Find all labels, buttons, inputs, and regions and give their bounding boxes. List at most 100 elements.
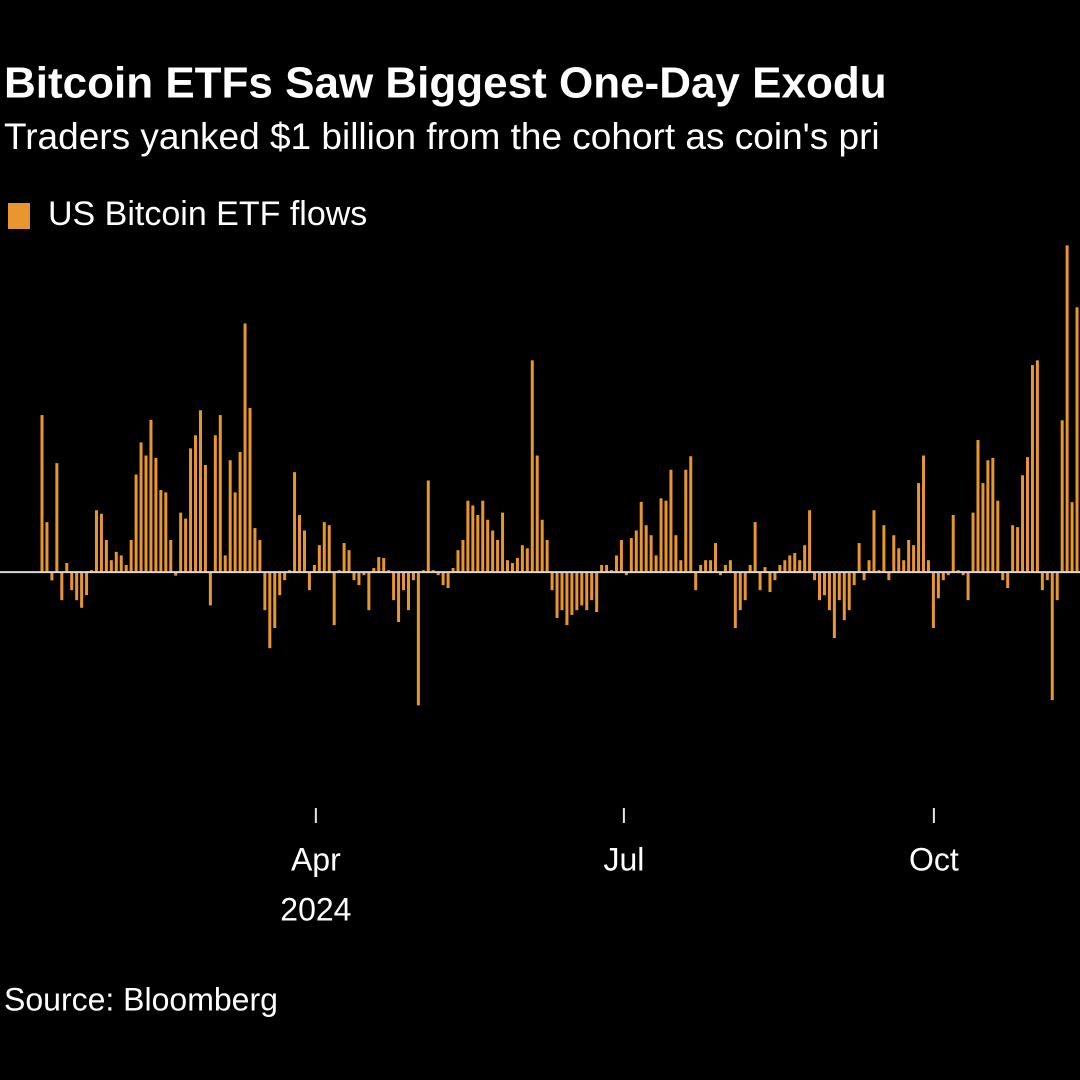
bar <box>936 572 940 599</box>
bar <box>803 545 807 573</box>
bar <box>322 522 326 573</box>
bar <box>1065 245 1069 573</box>
bar <box>689 456 693 573</box>
bar <box>243 323 247 573</box>
bar <box>283 572 287 581</box>
bar <box>585 572 589 611</box>
bar <box>233 492 237 573</box>
bar <box>506 560 510 573</box>
bar <box>922 455 926 573</box>
bar <box>595 572 599 613</box>
bar <box>392 572 396 601</box>
bar <box>124 564 128 573</box>
bar <box>159 490 163 573</box>
bar <box>832 572 836 638</box>
bar <box>728 560 732 573</box>
bar <box>451 568 455 573</box>
bar <box>1045 572 1049 581</box>
bar <box>718 572 722 576</box>
bar <box>1055 572 1059 601</box>
bar <box>842 572 846 621</box>
bar <box>1006 572 1010 589</box>
chart-subtitle: Traders yanked $1 billion from the cohor… <box>4 116 880 157</box>
bar <box>867 560 871 573</box>
bar <box>198 410 202 573</box>
x-tick-label: Oct <box>909 841 959 877</box>
bar <box>1060 420 1064 573</box>
bar <box>679 560 683 573</box>
bar <box>862 572 866 581</box>
bar <box>416 572 420 706</box>
bar <box>129 539 133 573</box>
bar <box>45 522 49 573</box>
bar <box>377 557 381 573</box>
bar <box>70 572 74 591</box>
bar <box>600 564 604 573</box>
bar <box>169 539 173 573</box>
bar <box>213 435 217 573</box>
bar <box>897 548 901 573</box>
bar <box>1021 475 1025 573</box>
bar <box>778 564 782 573</box>
bar <box>1001 572 1005 581</box>
bar <box>837 572 841 601</box>
bar <box>827 572 831 611</box>
bar <box>85 572 89 596</box>
bar <box>530 360 534 573</box>
bar <box>852 572 856 586</box>
bar <box>748 564 752 573</box>
bar <box>664 500 668 573</box>
bar <box>461 539 465 573</box>
legend-label: US Bitcoin ETF flows <box>48 195 367 233</box>
bar <box>347 550 351 573</box>
bar <box>733 572 737 628</box>
bar <box>1026 457 1030 573</box>
bar <box>555 572 559 619</box>
bar <box>486 519 490 573</box>
bar <box>699 564 703 573</box>
bar <box>228 460 232 573</box>
bar <box>515 558 519 573</box>
bar <box>614 555 618 573</box>
bar <box>917 483 921 573</box>
bar <box>307 572 311 591</box>
bar <box>55 463 59 573</box>
bar <box>218 415 222 573</box>
bar <box>466 500 470 573</box>
bar <box>406 572 410 611</box>
bar <box>149 419 153 573</box>
bar <box>565 572 569 626</box>
bar <box>753 522 757 573</box>
bar <box>639 501 643 573</box>
bar <box>971 512 975 573</box>
bar <box>114 551 118 573</box>
bar <box>208 572 212 606</box>
bar <box>798 560 802 573</box>
bar <box>783 560 787 573</box>
bar <box>674 535 678 573</box>
bar <box>961 572 965 576</box>
bar <box>926 560 930 573</box>
bar <box>560 572 564 611</box>
bar <box>976 440 980 573</box>
bar <box>822 572 826 596</box>
bar <box>471 505 475 573</box>
bar <box>808 510 812 573</box>
bar <box>426 480 430 573</box>
bar <box>941 572 945 581</box>
bar <box>456 550 460 573</box>
bar <box>154 457 158 573</box>
bar <box>847 572 851 611</box>
bar <box>986 460 990 573</box>
bar <box>912 545 916 573</box>
bar <box>501 512 505 573</box>
bar <box>312 564 316 573</box>
bar <box>931 572 935 628</box>
legend-swatch <box>8 203 30 229</box>
bar <box>402 572 406 591</box>
bar <box>104 539 108 573</box>
bar <box>629 538 633 573</box>
bar <box>793 553 797 573</box>
bar <box>892 535 896 573</box>
